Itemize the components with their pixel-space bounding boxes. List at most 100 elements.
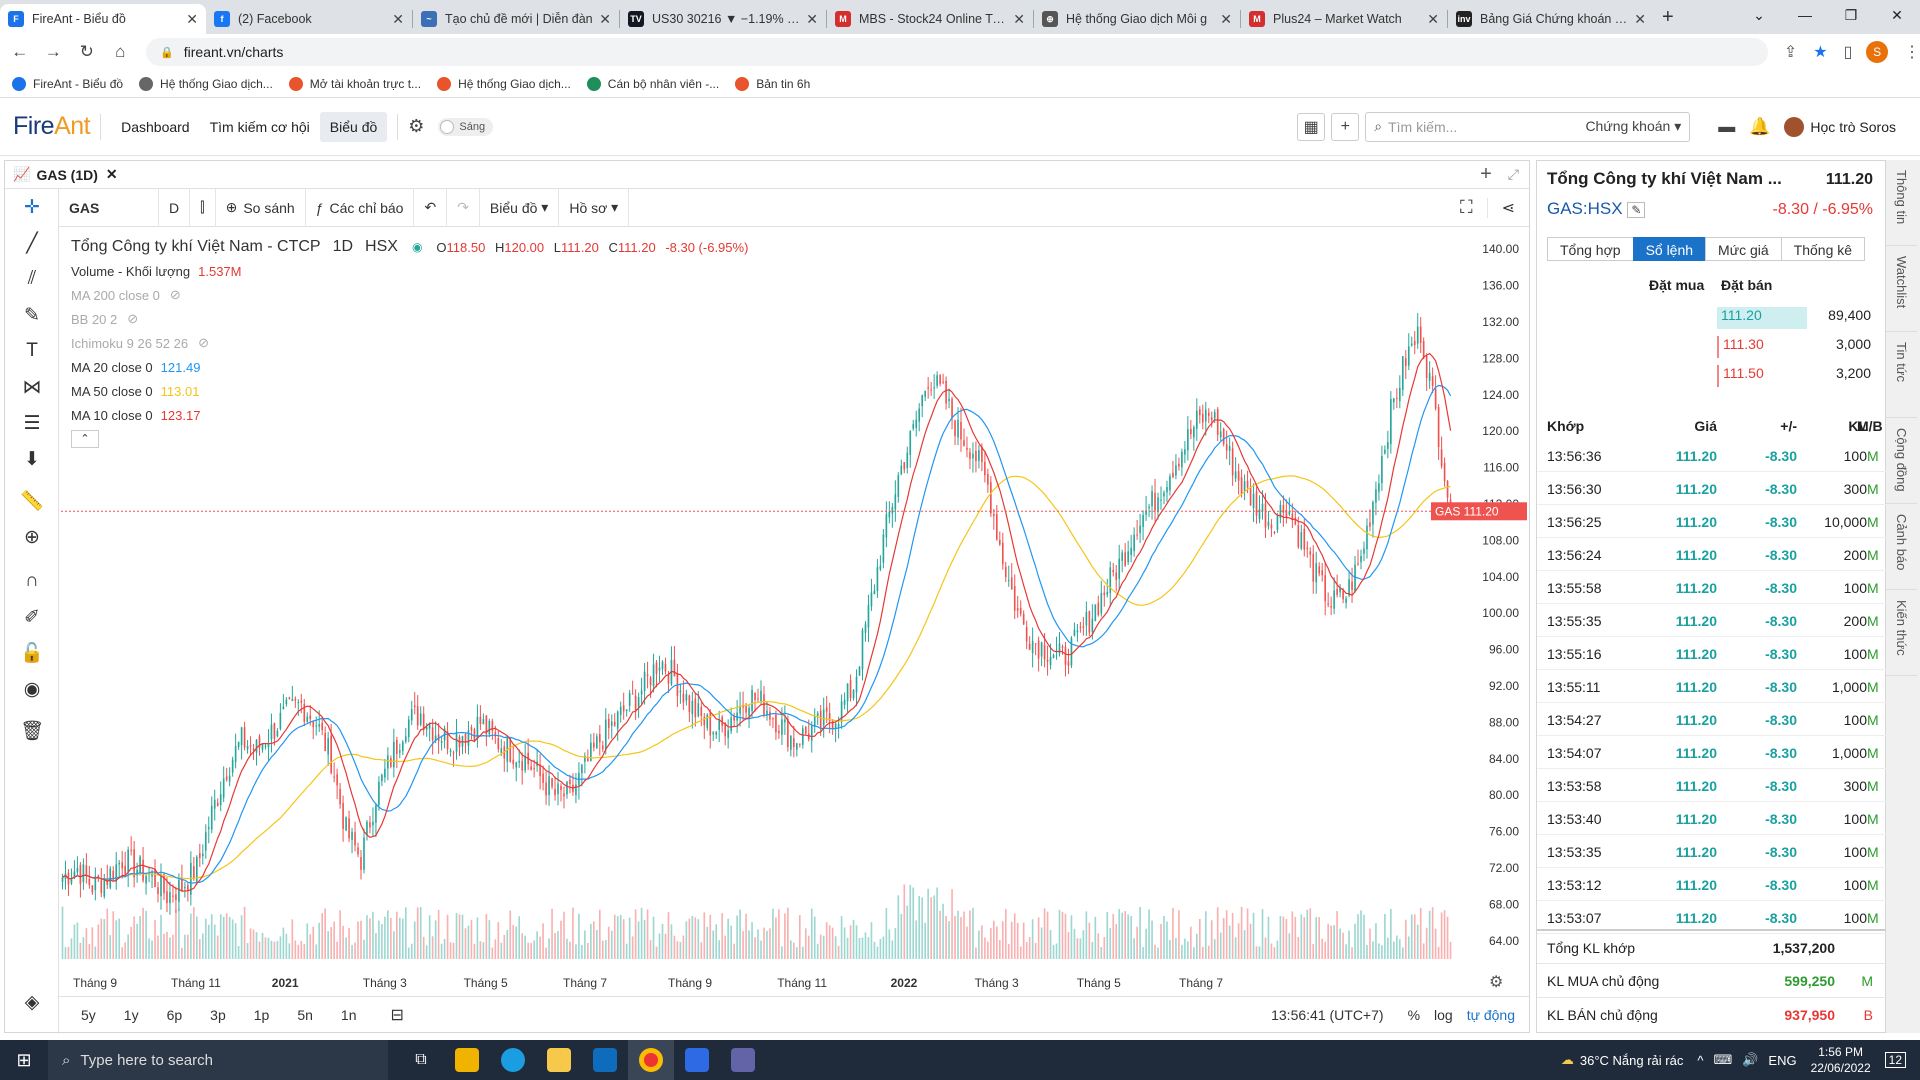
back-icon[interactable]: ← [11,42,29,61]
sidebar-icon[interactable]: ▯ [1843,44,1853,61]
timeframe-6p[interactable]: 6p [166,1006,183,1023]
browser-tab[interactable]: f (2) Facebook ✕ [206,4,412,34]
close-icon[interactable]: ✕ [105,166,118,182]
browser-tab[interactable]: ⊕ Hệ thống Giao dịch Môi g ✕ [1034,4,1240,34]
timeframe-5n[interactable]: 5n [297,1006,313,1023]
hidden-eye-icon[interactable]: ⊘ [169,287,181,302]
outlook-icon[interactable] [582,1040,628,1080]
volume-icon[interactable]: 🔊 [1742,1052,1759,1067]
share-icon[interactable]: ⇪ [1783,44,1798,61]
side-tab[interactable]: Tin tức [1886,332,1917,418]
bookmark-item[interactable]: FireAnt - Biểu đồ [12,76,123,91]
hidden-eye-icon[interactable]: ⊘ [127,311,139,326]
trendline-icon[interactable]: ╱ [26,232,38,254]
bookmark-item[interactable]: Hệ thống Giao dịch... [437,76,571,91]
bell-icon[interactable]: 🔔 [1749,116,1771,136]
lock-icon[interactable]: 🔓 [20,643,44,664]
collapse-legend-button[interactable]: ⌃ [71,430,99,448]
close-tab-icon[interactable]: ✕ [1013,10,1025,27]
close-tab-icon[interactable]: ✕ [392,10,404,27]
lock-drawings-icon[interactable]: ✐ [24,606,40,628]
browser-tab[interactable]: ~ Tạo chủ đề mới | Diễn đàn ✕ [413,4,619,34]
fullscreen-icon[interactable]: ⛶ [1459,197,1473,217]
magnet-icon[interactable]: ∩ [25,570,39,591]
add-chart-icon[interactable]: + [1480,163,1492,185]
quote-tab[interactable]: Tổng hợp [1547,237,1634,261]
brush-icon[interactable]: ✎ [24,304,40,326]
ask-price[interactable]: 111.20 [1717,307,1807,329]
browser-tab[interactable]: M MBS - Stock24 Online Trad ✕ [827,4,1033,34]
theme-toggle[interactable]: Sáng [438,117,494,136]
language-indicator[interactable]: ENG [1768,1052,1797,1068]
nav-charts[interactable]: Biểu đồ [319,111,388,142]
quote-tab[interactable]: Mức giá [1705,237,1782,261]
restore-button[interactable]: ❐ [1844,7,1858,23]
teams-icon[interactable] [720,1040,766,1080]
zalo-icon[interactable] [674,1040,720,1080]
share-chart-icon[interactable]: ⋖ [1486,197,1529,218]
explorer-icon[interactable] [536,1040,582,1080]
zoom-in-icon[interactable]: ⊕ [24,526,40,548]
close-tab-icon[interactable]: ✕ [806,10,818,27]
chat-icon[interactable]: ▬ [1718,116,1736,136]
new-tab-button[interactable]: + [1662,6,1674,28]
weather-icon[interactable]: ☁ [1560,1052,1574,1067]
fib-icon[interactable]: ⫽ [27,268,37,289]
forecast-icon[interactable]: ☰ [23,412,41,434]
chart-type-button[interactable]: Biểu đồ ▾ [480,188,560,227]
auto-scale-toggle[interactable]: tự động [1466,1006,1515,1023]
expand-icon[interactable]: ⤢ [1507,166,1519,182]
weather-text[interactable]: 36°C Nắng rải rác [1579,1052,1684,1068]
profile-avatar[interactable]: S [1866,41,1888,63]
timeframe-1y[interactable]: 1y [123,1006,139,1023]
ruler-icon[interactable]: 📏 [20,491,44,512]
symbol-input[interactable]: GAS [59,188,159,227]
price-chart[interactable]: 140.00 136.00 132.00 128.00 124.00 120.00 116.… [61,227,1527,999]
pattern-icon[interactable]: ⋈ [22,376,42,398]
profile-button[interactable]: Hồ sơ ▾ [559,188,630,227]
fireant-logo[interactable]: FireAnt [13,112,91,140]
ask-price[interactable]: 111.50 [1717,365,1807,387]
crosshair-icon[interactable]: ✛ [24,196,40,218]
layers-icon[interactable]: ◈ [24,991,40,1013]
compare-button[interactable]: ⊕ So sánh [216,188,306,227]
redo-icon[interactable]: ↷ [447,188,480,227]
ask-price[interactable]: 111.30 [1717,336,1807,358]
price-axis[interactable] [1461,227,1527,999]
forward-icon[interactable]: → [44,42,62,61]
eye-icon[interactable]: ◉ [23,678,41,700]
close-tab-icon[interactable]: ✕ [1220,10,1232,27]
search-input[interactable]: ⌕ Tìm kiếm... Chứng khoán ▾ [1365,111,1691,142]
bookmark-star-icon[interactable]: ★ [1813,44,1828,61]
side-tab[interactable]: Cảnh báo [1886,504,1917,590]
taskbar-search[interactable]: ⌕ Type here to search [48,1040,388,1080]
tray-chevron-icon[interactable]: ^ [1697,1052,1704,1068]
windows-start-icon[interactable]: ⊞ [16,1049,32,1070]
hidden-eye-icon[interactable]: ⊘ [198,335,209,350]
edit-icon[interactable]: ✎ [1627,202,1646,218]
side-tab[interactable]: Thông tin [1886,160,1917,246]
interval-select[interactable]: D [159,188,191,227]
quote-tab[interactable]: Sổ lệnh [1632,237,1707,261]
nav-opportunity-search[interactable]: Tìm kiếm cơ hội [209,118,310,135]
text-icon[interactable]: T [26,340,38,361]
gear-icon[interactable]: ⚙ [408,116,425,136]
bookmark-item[interactable]: Mở tài khoản trực t... [288,76,421,91]
user-avatar[interactable] [1784,116,1805,137]
browser-tab[interactable]: M Plus24 – Market Watch ✕ [1241,4,1447,34]
close-tab-icon[interactable]: ✕ [186,10,198,27]
percent-scale-toggle[interactable]: % [1407,1006,1421,1023]
chrome-icon[interactable] [628,1040,674,1080]
browser-tab[interactable]: inv Bảng Giá Chứng khoán Th ✕ [1448,4,1654,34]
close-window-button[interactable]: ✕ [1891,7,1903,23]
timeframe-5y[interactable]: 5y [81,1006,96,1023]
network-icon[interactable]: ⌨ [1713,1052,1733,1067]
side-tab[interactable]: Kiến thức [1886,590,1917,676]
date-range-icon[interactable]: ⊟ [390,1006,404,1024]
search-scope-select[interactable]: Chứng khoán ▾ [1585,118,1682,134]
arrow-down-icon[interactable]: ⬇ [24,448,40,470]
bookmark-item[interactable]: Bản tin 6h [735,76,810,91]
nav-dashboard[interactable]: Dashboard [121,118,190,135]
side-tab[interactable]: Cộng đồng [1886,418,1917,504]
edge-icon[interactable] [490,1040,536,1080]
